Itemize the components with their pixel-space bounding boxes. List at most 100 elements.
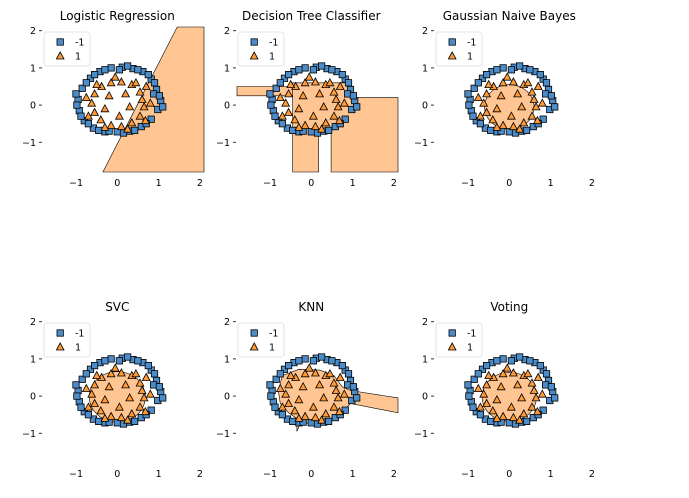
- point-class-pos: [527, 378, 537, 387]
- point-class-neg: [482, 71, 491, 79]
- point-class-pos: [110, 72, 120, 81]
- x-tick-label: 1: [156, 469, 162, 480]
- y-tick-label: 2: [30, 317, 36, 328]
- point-class-pos: [308, 111, 318, 120]
- point-class-neg: [341, 115, 349, 123]
- point-class-pos: [488, 406, 498, 415]
- legend-marker-triangle: [249, 51, 259, 60]
- point-class-neg: [134, 66, 142, 74]
- y-tick-label: 1: [224, 354, 230, 365]
- point-class-pos: [513, 89, 523, 98]
- x-tick-label: 2: [197, 469, 203, 480]
- points: [464, 353, 559, 428]
- y-tick-label: 1: [30, 354, 36, 365]
- point-class-pos: [517, 393, 527, 402]
- point-class-pos: [492, 394, 502, 404]
- point-class-pos: [131, 77, 141, 87]
- point-class-pos: [515, 415, 525, 424]
- point-class-pos: [537, 98, 547, 107]
- y-tick-label: 1: [224, 63, 230, 74]
- point-class-pos: [281, 98, 291, 107]
- point-class-pos: [140, 406, 150, 416]
- points: [72, 353, 167, 428]
- point-class-neg: [130, 126, 139, 134]
- point-class-neg: [349, 92, 358, 100]
- point-class-pos: [473, 383, 483, 392]
- point-class-neg: [301, 355, 309, 363]
- point-class-pos: [492, 413, 502, 422]
- point-class-neg: [147, 406, 155, 414]
- legend-label: -1: [75, 329, 84, 340]
- point-class-neg: [295, 357, 303, 365]
- point-class-neg: [271, 403, 279, 411]
- y-tick-label: −1: [414, 138, 428, 149]
- point-class-neg: [155, 383, 163, 391]
- point-class-pos: [123, 415, 133, 424]
- point-class-neg: [267, 101, 275, 109]
- point-class-neg: [266, 90, 274, 98]
- point-class-neg: [272, 84, 280, 92]
- y-tick-label: 2: [30, 26, 36, 37]
- legend: -11: [43, 31, 91, 67]
- point-class-neg: [284, 361, 293, 370]
- legend-marker-triangle: [55, 342, 65, 351]
- point-class-pos: [473, 92, 483, 101]
- legend-box: [435, 322, 483, 358]
- x-tick-label: 0: [114, 469, 120, 480]
- point-class-pos: [298, 90, 308, 100]
- point-class-pos: [92, 79, 102, 88]
- point-class-neg: [267, 392, 275, 400]
- point-class-pos: [300, 368, 310, 378]
- point-class-neg: [526, 357, 534, 365]
- points: [72, 62, 167, 137]
- point-class-pos: [533, 81, 543, 90]
- point-class-pos: [502, 72, 512, 81]
- point-class-pos: [492, 122, 502, 131]
- legend-marker-square: [250, 38, 258, 46]
- point-class-pos: [496, 381, 506, 391]
- y-tick-label: 0: [422, 101, 428, 112]
- point-class-pos: [284, 380, 294, 389]
- point-class-pos: [334, 406, 344, 416]
- point-class-neg: [91, 361, 99, 370]
- point-class-pos: [125, 102, 135, 111]
- point-class-pos: [517, 102, 527, 111]
- x-tick-label: −1: [69, 469, 83, 480]
- y-tick-label: −1: [216, 138, 230, 149]
- point-class-pos: [532, 115, 542, 125]
- point-class-pos: [300, 411, 310, 420]
- legend-label: 1: [467, 343, 473, 354]
- x-tick-label: 1: [350, 469, 356, 480]
- point-class-pos: [513, 380, 523, 389]
- legend-label: -1: [467, 329, 476, 340]
- x-tick-label: 0: [506, 469, 512, 480]
- legend-label: 1: [75, 52, 81, 63]
- point-class-pos: [87, 389, 97, 398]
- point-class-neg: [328, 66, 336, 74]
- point-class-pos: [81, 383, 91, 392]
- point-class-pos: [329, 402, 339, 411]
- point-class-neg: [284, 71, 293, 79]
- point-class-pos: [110, 363, 120, 372]
- legend-label: 1: [269, 343, 275, 354]
- point-class-pos: [529, 385, 539, 394]
- legend-box: [237, 322, 285, 358]
- point-class-neg: [353, 394, 361, 402]
- region-class-1: [88, 371, 146, 423]
- subplot-title: Decision Tree Classifier: [242, 9, 381, 23]
- x-tick-label: 1: [548, 469, 554, 480]
- point-class-pos: [317, 415, 327, 424]
- point-class-pos: [294, 394, 304, 404]
- point-class-pos: [277, 111, 287, 120]
- point-class-pos: [321, 409, 331, 418]
- point-class-pos: [127, 409, 137, 418]
- point-class-neg: [272, 375, 280, 383]
- point-class-neg: [271, 112, 279, 120]
- point-class-neg: [324, 126, 333, 134]
- x-tick-label: 2: [589, 469, 595, 480]
- point-class-pos: [304, 363, 314, 372]
- point-class-pos: [482, 89, 492, 98]
